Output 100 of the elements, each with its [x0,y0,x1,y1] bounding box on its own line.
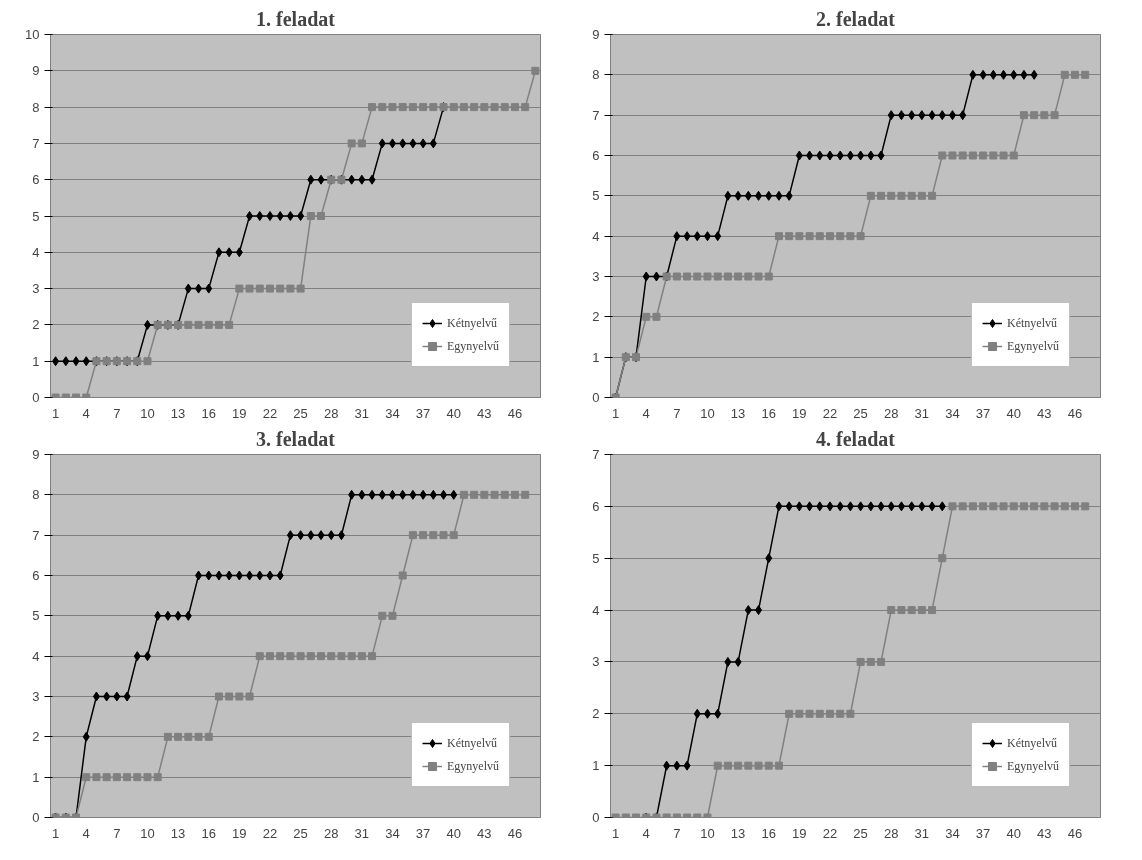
y-tick-label: 6 [32,172,40,188]
x-tick-label: 10 [700,825,715,841]
y-tick-label: 5 [592,188,600,204]
x-tick-label: 46 [507,825,523,841]
x-tick-label: 40 [1006,405,1021,421]
x-tick-label: 1 [51,405,60,421]
y-tick-label: 8 [32,487,40,503]
y-tick-label: 9 [32,447,40,462]
legend-label: Egynyelvű [1007,758,1059,774]
chart-title: 1. feladat [256,7,336,30]
x-tick-label: 37 [975,825,991,841]
y-tick-label: 6 [592,148,600,163]
y-tick-label: 2 [592,706,600,722]
x-tick-label: 16 [201,405,216,421]
x-tick-label: 31 [354,405,370,421]
x-tick-label: 37 [975,405,991,421]
x-tick-label: 28 [324,405,339,421]
x-tick-label: 7 [113,825,121,841]
x-tick-label: 19 [792,405,807,421]
y-tick-label: 6 [592,498,600,514]
x-tick-label: 16 [201,825,216,841]
x-tick-label: 43 [1037,405,1052,421]
y-tick-label: 8 [592,67,600,83]
y-tick-label: 2 [592,309,600,325]
y-tick-label: 3 [592,269,600,284]
x-tick-label: 40 [446,825,461,841]
x-tick-label: 16 [761,405,776,421]
x-tick-label: 46 [507,405,523,421]
y-tick-label: 4 [32,244,40,260]
x-tick-label: 7 [113,405,121,421]
x-tick-label: 25 [853,405,868,421]
x-tick-label: 25 [853,825,868,841]
y-tick-label: 4 [592,228,600,244]
y-tick-label: 1 [592,758,600,774]
x-tick-label: 37 [415,825,431,841]
x-tick-label: 28 [884,405,899,421]
y-tick-label: 0 [592,390,600,405]
x-tick-label: 13 [170,825,186,841]
y-tick-label: 1 [32,353,40,369]
x-tick-label: 4 [642,825,650,841]
x-tick-label: 37 [415,405,431,421]
y-tick-label: 3 [592,654,600,670]
y-tick-label: 9 [32,63,40,79]
y-tick-label: 5 [32,208,40,224]
x-tick-label: 7 [673,405,681,421]
y-tick-label: 1 [32,769,40,785]
chart-title: 4. feladat [816,427,896,450]
x-tick-label: 22 [262,825,278,841]
x-tick-label: 19 [792,825,807,841]
legend-label: Egynyelvű [447,338,499,354]
x-tick-label: 22 [822,825,838,841]
x-tick-label: 31 [914,405,930,421]
y-tick-label: 0 [32,390,40,405]
y-tick-label: 0 [32,810,40,825]
x-tick-label: 34 [945,825,960,841]
x-tick-label: 4 [82,825,90,841]
x-tick-label: 31 [914,825,930,841]
y-tick-label: 10 [25,27,40,42]
x-tick-label: 25 [293,825,308,841]
y-tick-label: 4 [32,648,40,664]
y-tick-label: 5 [592,550,600,566]
legend-label: Egynyelvű [1007,338,1059,354]
x-tick-label: 22 [822,405,838,421]
y-tick-label: 7 [592,447,600,462]
x-tick-label: 13 [730,405,746,421]
x-tick-label: 16 [761,825,776,841]
x-tick-label: 43 [477,825,492,841]
x-tick-label: 19 [232,405,247,421]
x-tick-label: 40 [446,405,461,421]
legend-label: Kétnyelvű [447,315,497,331]
y-tick-label: 3 [32,281,40,297]
x-tick-label: 46 [1067,825,1083,841]
x-tick-label: 1 [611,825,620,841]
x-tick-label: 34 [385,825,400,841]
chart-title: 2. feladat [816,7,896,30]
y-tick-label: 7 [592,107,600,123]
legend-label: Kétnyelvű [1007,735,1057,751]
y-tick-label: 2 [32,317,40,333]
y-tick-label: 1 [592,349,600,365]
x-tick-label: 1 [51,825,60,841]
x-tick-label: 34 [945,405,960,421]
x-tick-label: 28 [324,825,339,841]
x-tick-label: 10 [140,825,155,841]
x-tick-label: 46 [1067,405,1083,421]
x-tick-label: 13 [170,405,186,421]
x-tick-label: 34 [385,405,400,421]
x-tick-label: 13 [730,825,746,841]
y-tick-label: 5 [32,608,40,624]
y-tick-label: 2 [32,729,40,745]
y-tick-label: 7 [32,527,40,543]
x-tick-label: 25 [293,405,308,421]
x-tick-label: 28 [884,825,899,841]
x-tick-label: 10 [140,405,155,421]
chart-title: 3. feladat [256,427,336,450]
x-tick-label: 22 [262,405,278,421]
y-tick-label: 9 [592,27,600,42]
y-tick-label: 7 [32,135,40,151]
x-tick-label: 7 [673,825,681,841]
legend-label: Egynyelvű [447,758,499,774]
y-tick-label: 8 [32,99,40,115]
